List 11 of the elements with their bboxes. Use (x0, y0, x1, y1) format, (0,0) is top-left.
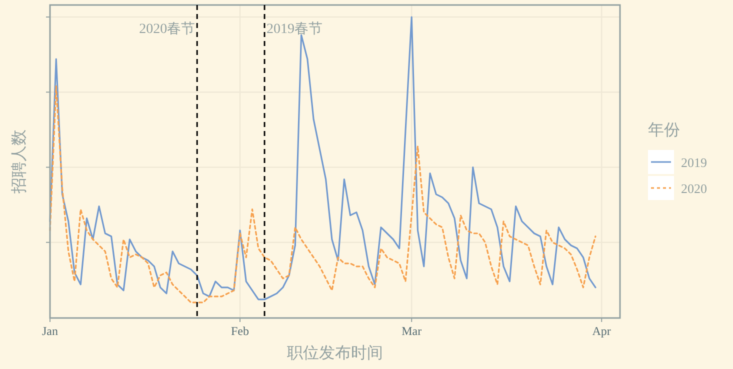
x-axis-title: 职位发布时间 (287, 344, 383, 362)
x-tick-label: Mar (402, 324, 422, 338)
legend-title: 年份 (648, 122, 680, 139)
ref-line-label: 2020春节 (139, 21, 196, 37)
legend-label: 2019 (681, 155, 707, 170)
y-axis-title: 招聘人数 (11, 130, 28, 194)
x-tick-label: Jan (42, 324, 58, 338)
x-tick-label: Apr (592, 324, 611, 338)
ref-line-label: 2019春节 (266, 21, 323, 37)
x-tick-label: Feb (231, 324, 249, 338)
legend-label: 2020 (681, 181, 707, 196)
